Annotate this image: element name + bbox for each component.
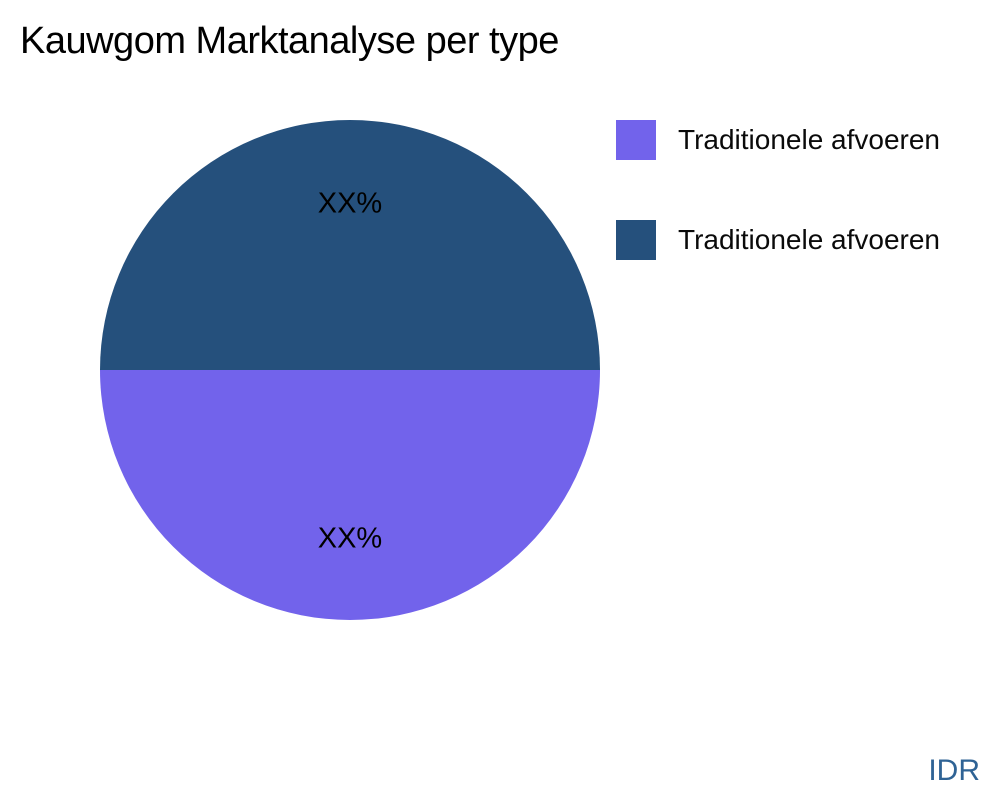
legend-swatch — [616, 220, 656, 260]
pie-slice-label: XX% — [318, 523, 382, 555]
pie-slice — [100, 120, 600, 370]
pie-slices — [100, 120, 600, 620]
chart-title: Kauwgom Marktanalyse per type — [20, 20, 559, 62]
pie-slice-label: XX% — [318, 188, 382, 220]
pie-chart: XX% XX% — [100, 120, 600, 620]
legend-label: Traditionele afvoeren — [678, 124, 941, 155]
legend-item: Traditionele afvoeren — [616, 120, 940, 160]
pie-slice — [100, 370, 600, 620]
legend: Traditionele afvoeren Traditionele afvoe… — [616, 120, 940, 260]
legend-item: Traditionele afvoeren — [616, 220, 940, 260]
currency-label: IDR — [928, 754, 980, 787]
legend-swatch — [616, 120, 656, 160]
legend-label: Traditionele afvoeren — [678, 224, 941, 255]
